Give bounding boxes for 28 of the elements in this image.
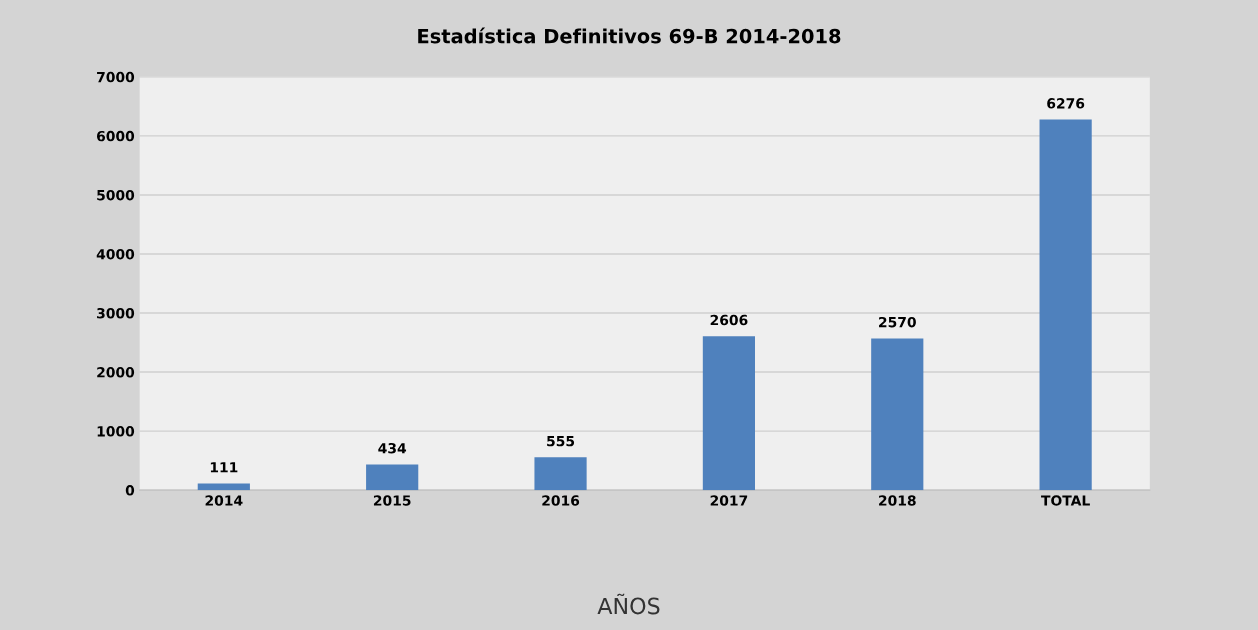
x-tick-label: TOTAL: [1041, 495, 1090, 506]
y-tick-label: 4000: [96, 248, 135, 260]
x-tick-label: 2014: [205, 495, 243, 506]
y-tick-label: 6000: [96, 130, 135, 142]
bar: [366, 464, 419, 491]
x-tick-label: 2017: [710, 495, 748, 506]
y-tick-label: 5000: [97, 189, 135, 201]
data-label: 2606: [710, 314, 748, 326]
x-tick-label: 2018: [879, 495, 916, 506]
data-label: 6276: [1047, 98, 1085, 109]
bar: [1039, 119, 1092, 491]
y-tick-label: 3000: [97, 307, 135, 319]
y-tick-label: 1000: [97, 426, 135, 437]
y-tick-label: 2000: [97, 367, 135, 378]
bar: [197, 483, 250, 491]
data-label: 2570: [879, 316, 916, 328]
bar: [871, 338, 924, 491]
y-tick-label: 7000: [97, 71, 135, 83]
x-tick-label: 2015: [373, 495, 411, 506]
data-label: 111: [210, 462, 238, 473]
y-tick-label: 0: [125, 485, 135, 496]
data-label: 434: [378, 442, 407, 454]
bar: [534, 457, 587, 491]
data-label: 555: [547, 436, 575, 447]
x-axis-title: AÑOS: [597, 593, 660, 615]
bar: [702, 336, 755, 491]
x-tick-label: 2016: [542, 495, 580, 506]
chart-title: Estadística Definitivos 69-B 2014-2018: [418, 27, 841, 44]
